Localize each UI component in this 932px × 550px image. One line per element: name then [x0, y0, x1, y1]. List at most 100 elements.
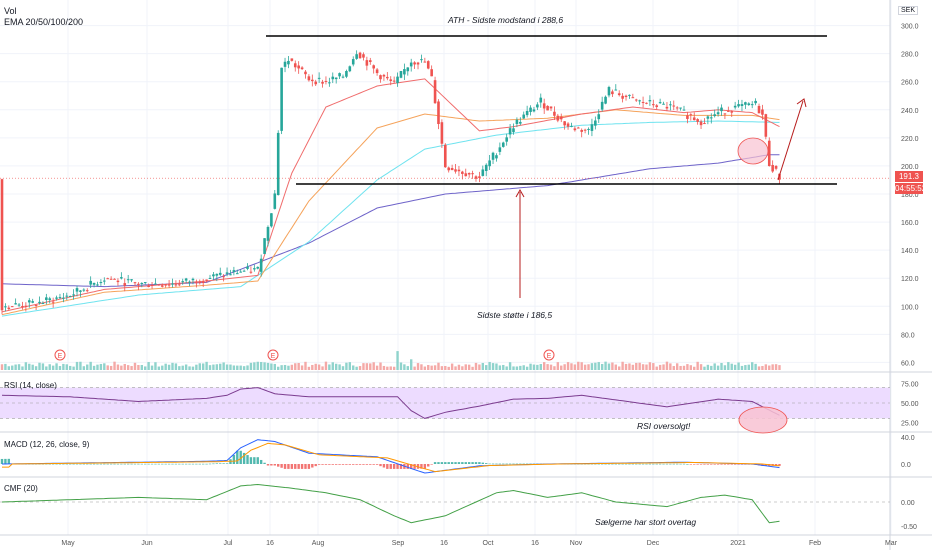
- candle-body: [96, 284, 99, 286]
- candle-body: [444, 144, 447, 168]
- candle-body: [58, 297, 62, 299]
- volume-bar: [17, 364, 21, 370]
- candle-body: [563, 121, 566, 126]
- macd-histogram-bar: [672, 463, 675, 465]
- macd-histogram-bar: [277, 464, 280, 467]
- candle-body: [416, 62, 420, 65]
- candle-body: [716, 112, 720, 115]
- macd-histogram-bar: [413, 464, 416, 469]
- macd-histogram-bar: [123, 463, 126, 465]
- x-axis-label: Aug: [312, 540, 325, 547]
- macd-histogram-bar: [618, 463, 621, 465]
- candle-body: [259, 258, 263, 272]
- macd-histogram-bar: [641, 463, 645, 465]
- volume-bar: [672, 366, 675, 370]
- macd-histogram-bar: [675, 463, 679, 465]
- price-tick-label: 100.0: [901, 304, 919, 311]
- volume-bar: [536, 364, 539, 370]
- volume-bar: [406, 366, 409, 370]
- volume-bar: [658, 364, 662, 370]
- candle-body: [440, 122, 444, 144]
- macd-histogram-bar: [259, 459, 263, 464]
- volume-bar: [31, 364, 34, 370]
- volume-bar: [171, 362, 174, 370]
- candle-body: [307, 76, 311, 81]
- candle-body: [304, 71, 307, 75]
- macd-histogram-bar: [324, 464, 328, 465]
- macd-histogram-bar: [727, 464, 730, 465]
- volume-bar: [45, 366, 48, 370]
- candle-body: [126, 279, 130, 281]
- candle-body: [351, 59, 355, 65]
- candle-body: [501, 142, 505, 147]
- volume-bar: [577, 361, 580, 370]
- candle-body: [611, 91, 614, 95]
- volume-bar: [423, 366, 427, 370]
- macd-histogram-bar: [273, 464, 276, 466]
- volume-bar: [266, 362, 270, 370]
- candle-body: [355, 54, 358, 59]
- candle-body: [290, 58, 294, 61]
- volume-bar: [352, 365, 355, 370]
- volume-bar: [116, 364, 120, 370]
- volume-bar: [491, 363, 495, 370]
- macd-histogram-bar: [389, 464, 392, 469]
- candle-body: [321, 81, 324, 84]
- volume-bar: [253, 362, 256, 370]
- macd-histogram-bar: [225, 463, 229, 464]
- volume-bar: [396, 351, 399, 370]
- candle-body: [181, 281, 185, 283]
- macd-histogram-bar: [604, 463, 607, 465]
- macd-histogram-bar: [638, 463, 641, 465]
- price-tick-label: 260.0: [901, 80, 919, 87]
- macd-histogram-bar: [369, 464, 372, 465]
- ema50-line: [1, 109, 780, 316]
- macd-histogram-bar: [62, 463, 65, 465]
- macd-histogram-bar: [242, 452, 246, 464]
- cmf-tick-label: -0.50: [901, 524, 917, 531]
- candle-body: [634, 99, 638, 101]
- price-tick-label: 240.0: [901, 108, 919, 115]
- volume-bar: [229, 364, 232, 370]
- candle-body: [392, 80, 396, 82]
- candle-body: [529, 107, 532, 112]
- volume-bar: [648, 362, 652, 370]
- candle-body: [229, 274, 232, 276]
- candle-body: [300, 67, 304, 70]
- volume-bar: [611, 362, 614, 370]
- volume-bar: [444, 365, 447, 370]
- volume-bar: [433, 365, 437, 370]
- volume-bar: [161, 365, 164, 370]
- volume-bar: [628, 363, 631, 370]
- volume-bar: [147, 361, 150, 370]
- candle-body: [379, 75, 382, 80]
- earnings-marker-label: E: [271, 353, 276, 360]
- candle-body: [253, 268, 256, 270]
- volume-bar: [294, 363, 297, 370]
- volume-bar: [519, 365, 522, 370]
- candle-body: [669, 104, 672, 106]
- macd-histogram-bar: [689, 464, 693, 465]
- macd-histogram-bar: [208, 463, 212, 465]
- macd-histogram-bar: [461, 462, 464, 464]
- candle-body: [328, 82, 331, 84]
- volume-bar: [277, 366, 280, 370]
- macd-histogram-bar: [304, 464, 307, 469]
- macd-histogram-bar: [174, 463, 178, 465]
- candle-body: [450, 168, 454, 171]
- candle-body: [426, 61, 430, 69]
- macd-histogram-bar: [130, 463, 133, 465]
- candle-body: [481, 169, 485, 176]
- volume-bar: [21, 366, 24, 370]
- candle-body: [522, 114, 526, 119]
- candle-body: [283, 61, 287, 67]
- candle-body: [55, 297, 58, 299]
- candle-body: [154, 283, 157, 285]
- candle-body: [368, 60, 372, 63]
- candle-body: [72, 294, 75, 296]
- candle-body: [454, 169, 457, 172]
- candle-body: [150, 284, 154, 286]
- macd-histogram-bar: [467, 462, 471, 464]
- macd-histogram-bar: [236, 450, 239, 464]
- candle-body: [195, 282, 198, 284]
